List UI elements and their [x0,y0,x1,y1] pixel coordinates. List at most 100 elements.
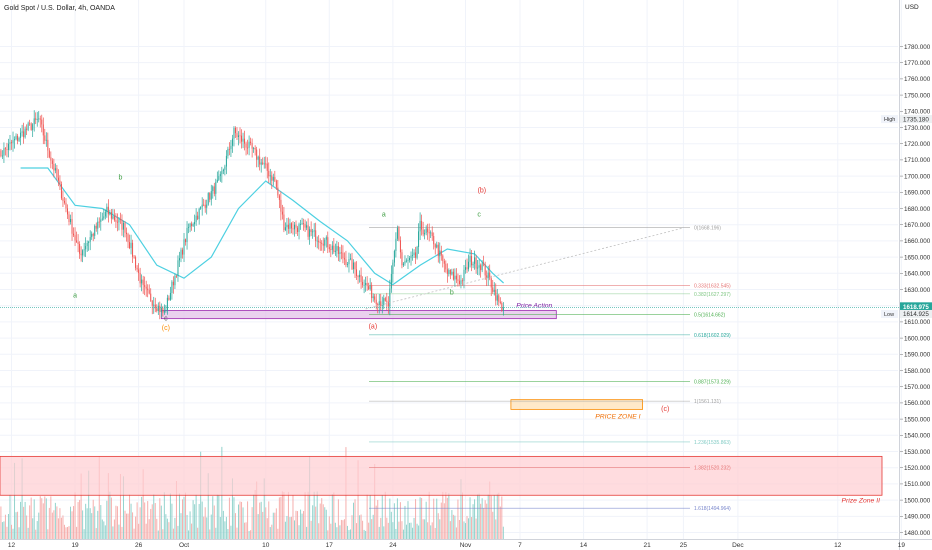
candle-body [349,258,351,260]
volume-bar [94,506,96,539]
volume-bar [218,495,220,539]
candle-body [293,224,295,230]
candle-body [238,135,239,138]
volume-bar [284,521,286,539]
candle-body [35,118,37,120]
candle-body [112,216,114,219]
x-tick-label: 17 [326,542,334,549]
volume-bar [206,517,208,539]
volume-bar [59,508,61,539]
volume-bar [121,526,123,539]
candle-body [266,163,268,171]
x-tick-label: 10 [262,542,270,549]
candle-body [188,227,190,228]
volume-bar [281,491,283,539]
price-tag-label-box [881,115,898,124]
volume-bar [348,530,350,539]
candle-body [50,157,52,161]
volume-bar [449,521,451,539]
candle-body [280,199,282,212]
candle-body [213,186,215,194]
volume-bar [122,476,124,539]
volume-bar [315,506,317,539]
candle-body [480,265,482,271]
volume-bar [103,521,105,539]
volume-bar [286,516,288,539]
volume-bar [410,522,412,539]
candle-body [233,127,235,139]
candle-body [412,254,414,256]
candle-body [4,148,6,150]
volume-bar [74,492,76,539]
volume-bar [42,503,44,539]
volume-bar [339,525,341,539]
volume-bar [11,524,12,539]
candle-body [17,135,19,141]
volume-bar [24,501,26,539]
volume-bar [56,506,58,539]
volume-bar [502,526,504,539]
candle-body [469,256,471,262]
y-tick-label: 1680.000 [904,206,931,213]
time-axis: 12 19 26 Oct 10 17 24 Nov 7 14 21 25 Dec 12 19 [0,539,932,549]
volume-bar [342,520,344,539]
candle-body [107,206,109,215]
candle-body [163,310,165,313]
volume-bar [483,508,485,539]
volume-bar [419,497,421,539]
volume-bar [45,498,47,539]
x-tick-label: 25 [680,542,688,549]
price-tag-label-box [881,309,898,318]
volume-bar [495,519,497,539]
volume-bar [144,502,146,539]
candle-body [439,250,441,257]
candle-body [85,246,87,250]
volume-bar [71,511,73,539]
candle-body [336,246,338,251]
volume-bar [224,521,226,539]
volume-bar [499,506,501,539]
fib-level-label: 1.382(1520.232) [694,465,731,471]
candle-body [94,225,96,236]
volume-bar [392,522,394,539]
y-tick-label: 1540.000 [904,433,931,440]
volume-bar [486,503,488,539]
volume-bar [172,528,174,539]
volume-bar [380,517,382,539]
candle-body [301,223,303,225]
candle-body [363,285,365,286]
candle-body [478,265,480,268]
candle-body [44,135,46,141]
candle-body [180,249,182,259]
volume-bar [269,527,271,539]
x-tick-label: Oct [179,542,189,549]
volume-bar [433,498,435,539]
candle-body [360,274,362,282]
fibonacci-levels: 0(1668.196) 0.333(1632.545) 0.382(1627.297… [369,226,731,512]
fib-level-label: 1.618(1494.964) [694,506,731,512]
candle-body [325,237,327,240]
candle-body [38,118,40,120]
volume-bar [362,520,364,539]
candle-body [222,169,224,172]
x-tick-label: 12 [8,542,16,549]
wave-label: a [382,212,386,219]
y-tick-label: 1500.000 [904,497,931,504]
candle-body [144,285,146,287]
candle-body [65,202,67,209]
candle-body [23,131,25,138]
candle-body [127,234,129,243]
volume-bar [443,503,445,539]
candle-body [502,307,504,311]
x-tick-label: 14 [580,542,588,549]
volume-bar [95,528,97,539]
volume-bar [434,527,436,539]
candle-body [47,139,49,151]
volume-bar [303,511,305,539]
volume-bar [301,513,303,539]
candle-body [0,150,2,157]
fib-level-label: 0.887(1573.229) [694,380,731,386]
candle-body [57,177,59,181]
candle-body [162,307,164,313]
